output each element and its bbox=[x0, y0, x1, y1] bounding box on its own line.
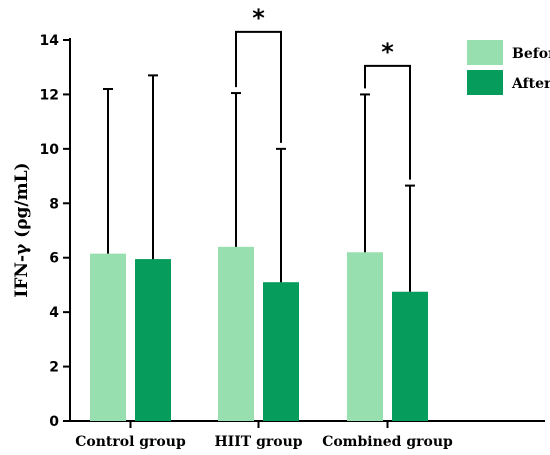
y-tick-label-14: 14 bbox=[40, 33, 60, 49]
bar-after-3 bbox=[392, 291, 428, 421]
y-tick-label-4: 4 bbox=[49, 305, 59, 321]
significance-bracket-2 bbox=[364, 64, 411, 180]
significance-markers: ** bbox=[235, 4, 411, 180]
legend-label-after: After bbox=[511, 76, 550, 92]
significance-star-2: * bbox=[381, 38, 394, 66]
legend: Before After bbox=[467, 40, 550, 95]
significance-bracket-1 bbox=[235, 30, 282, 143]
y-tick-label-6: 6 bbox=[49, 251, 59, 267]
significance-star-1: * bbox=[252, 4, 265, 32]
y-tick-label-0: 0 bbox=[49, 414, 59, 430]
legend-label-before: Before bbox=[512, 46, 550, 62]
y-tick-label-10: 10 bbox=[40, 142, 60, 158]
bar-before-3 bbox=[347, 252, 383, 421]
legend-swatch-after bbox=[467, 70, 503, 95]
y-axis-title: IFN-γ (ρg/mL) bbox=[12, 162, 32, 297]
y-tick-label-12: 12 bbox=[40, 87, 59, 103]
error-bars bbox=[103, 74, 415, 292]
bars bbox=[90, 246, 428, 421]
x-tick-label-2: HIIT group bbox=[214, 434, 302, 450]
x-tick-label-1: Control group bbox=[75, 434, 186, 450]
x-tick-label-3: Combined group bbox=[322, 434, 453, 450]
bar-after-1 bbox=[135, 259, 171, 421]
bar-after-2 bbox=[263, 282, 299, 421]
y-tick-label-8: 8 bbox=[49, 196, 59, 212]
bar-before-1 bbox=[90, 253, 126, 421]
axes: 0 2 4 6 8 10 12 14 Control group HIIT group Combin… bbox=[40, 33, 545, 450]
bar-before-2 bbox=[218, 246, 254, 421]
y-tick-label-2: 2 bbox=[49, 360, 59, 376]
legend-swatch-before bbox=[467, 40, 503, 65]
